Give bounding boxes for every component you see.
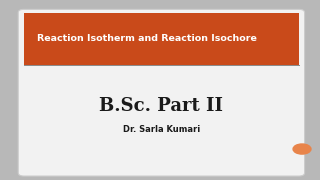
Text: Reaction Isotherm and Reaction Isochore: Reaction Isotherm and Reaction Isochore bbox=[37, 34, 257, 43]
Circle shape bbox=[293, 144, 311, 154]
FancyBboxPatch shape bbox=[18, 9, 305, 176]
Text: B.Sc. Part II: B.Sc. Part II bbox=[100, 97, 223, 115]
Bar bbox=[24, 13, 299, 65]
Text: Dr. Sarla Kumari: Dr. Sarla Kumari bbox=[123, 125, 200, 134]
